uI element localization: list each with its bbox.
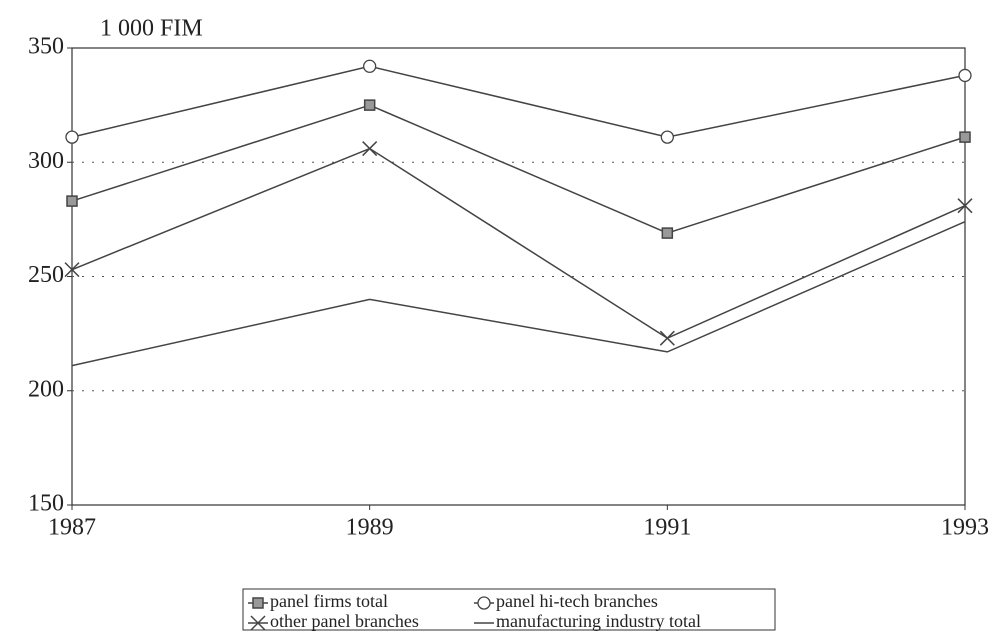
plot-frame [71,47,966,506]
marker-square [959,131,971,143]
marker-circle [958,68,972,83]
x-tick-label: 1989 [346,515,394,541]
marker [66,195,78,207]
legend-item: panel firms total [248,591,388,611]
legend-box [242,588,776,631]
y-tick-label: 250 [28,262,64,288]
marker-circle [477,596,491,610]
y-axis-label: 1 000 FIM [100,16,203,42]
y-tick-label: 150 [28,491,64,517]
series-line [71,65,966,138]
legend-item: panel hi-tech branches [474,591,658,611]
legend-label: panel hi-tech branches [496,591,658,611]
marker [477,596,491,610]
marker-circle [660,130,674,144]
y-tick-label: 300 [28,148,64,174]
marker [958,68,972,83]
marker [250,615,266,631]
series-line [71,147,966,340]
marker-square [661,227,674,239]
y-tick-label: 350 [28,34,64,60]
series-line [71,104,966,234]
marker-circle [363,59,377,73]
marker [957,198,973,214]
legend-item: manufacturing industry total [474,611,701,631]
marker [362,141,378,157]
marker-square [363,99,376,111]
y-tick-label: 200 [28,376,64,402]
marker [659,330,675,346]
marker-cross [362,141,378,157]
legend-label: panel firms total [270,591,388,611]
marker [363,99,376,111]
marker [65,130,79,144]
legend-label: other panel branches [270,611,419,631]
marker-circle [65,130,79,144]
marker-cross [957,198,973,214]
marker [660,130,674,144]
legend: panel firms total panel hi-tech branches o… [242,588,776,631]
x-tick-label: 1987 [48,515,96,541]
marker [661,227,674,239]
marker-cross [659,330,675,346]
marker [959,131,971,143]
marker-square [252,597,264,609]
legend-item: other panel branches [248,611,419,631]
x-tick-label: 1991 [643,515,691,541]
series-line [71,220,966,367]
marker-cross [64,262,80,278]
marker [252,597,264,609]
marker [64,262,80,278]
marker-square [66,195,78,207]
x-tick-label: 1993 [941,515,989,541]
marker [363,59,377,73]
marker-cross [250,615,266,631]
legend-label: manufacturing industry total [496,611,701,631]
